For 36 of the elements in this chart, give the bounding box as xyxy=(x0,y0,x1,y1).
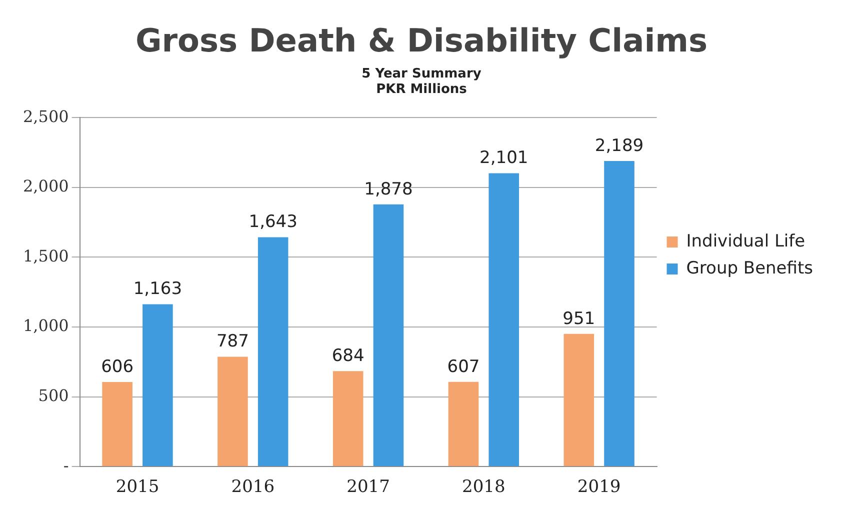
x-tick-label: 2017 xyxy=(346,477,390,498)
data-label: 951 xyxy=(562,308,596,329)
y-tick-label: 2,500 xyxy=(22,106,69,126)
x-tick-label: 2019 xyxy=(577,477,621,498)
legend-label: Individual Life xyxy=(686,231,806,252)
x-tick-label: 2016 xyxy=(231,477,275,498)
bar xyxy=(448,382,479,466)
legend-label: Group Benefits xyxy=(686,258,814,278)
bar xyxy=(564,334,594,466)
data-label: 606 xyxy=(101,356,134,377)
data-label: 607 xyxy=(447,356,480,377)
bar xyxy=(332,371,364,466)
bar xyxy=(373,204,404,466)
data-label: 1,878 xyxy=(364,179,413,200)
x-tick-label: 2015 xyxy=(116,477,160,498)
bar xyxy=(218,356,248,466)
bar xyxy=(258,237,288,466)
data-label: 2,189 xyxy=(594,136,644,156)
data-label: 787 xyxy=(216,332,249,352)
y-tick-label: 2,000 xyxy=(22,176,69,196)
bar xyxy=(488,173,520,466)
bar xyxy=(102,382,132,466)
bar xyxy=(604,161,634,466)
data-label: 2,101 xyxy=(480,148,528,168)
y-tick-label: 1,500 xyxy=(22,246,69,266)
data-label: 684 xyxy=(332,346,364,366)
y-tick-label: 1,000 xyxy=(22,316,69,336)
chart-title: Gross Death & Disability Claims xyxy=(135,22,708,60)
text: PKR Millions xyxy=(376,82,468,98)
data-label: 1,163 xyxy=(133,279,182,300)
data-label: 1,643 xyxy=(248,212,298,232)
y-tick-label: - xyxy=(63,456,69,475)
y-tick-label: 500 xyxy=(38,386,69,405)
chart-subtitle: 5 Year Summary xyxy=(362,66,482,82)
x-tick-label: 2018 xyxy=(462,477,506,498)
bar xyxy=(142,304,173,466)
